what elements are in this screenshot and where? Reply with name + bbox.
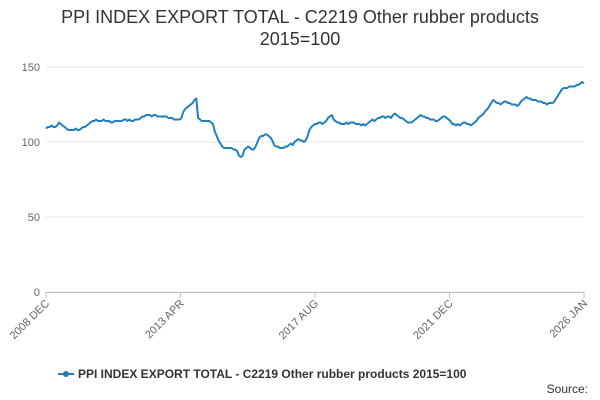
x-tick-label: 2017 AUG (277, 298, 321, 342)
chart-title: PPI INDEX EXPORT TOTAL - C2219 Other rub… (0, 6, 600, 50)
y-tick-label: 100 (22, 137, 40, 149)
legend-marker-icon (63, 371, 69, 377)
x-axis: 2008 DEC 2013 APR 2017 AUG 2021 DEC 2026 JAN (8, 292, 590, 342)
y-tick-label: 150 (22, 62, 40, 74)
y-axis: 0 50 100 150 (22, 62, 40, 299)
y-tick-label: 0 (34, 287, 40, 299)
x-tick-label: 2008 DEC (8, 298, 52, 342)
y-tick-label: 50 (28, 212, 40, 224)
chart-title-line-1: PPI INDEX EXPORT TOTAL - C2219 Other rub… (61, 7, 539, 27)
x-tick-label: 2021 DEC (411, 298, 455, 342)
x-tick-label: 2026 JAN (547, 298, 590, 341)
chart-title-line-2: 2015=100 (259, 29, 341, 49)
legend-label[interactable]: PPI INDEX EXPORT TOTAL - C2219 Other rub… (78, 367, 467, 381)
legend[interactable]: PPI INDEX EXPORT TOTAL - C2219 Other rub… (58, 367, 467, 381)
x-tick-label: 2013 APR (143, 298, 187, 342)
series-line (45, 81, 585, 158)
plot-area (45, 81, 585, 158)
grid-lines (46, 66, 584, 293)
source-label: Source: (547, 382, 588, 396)
